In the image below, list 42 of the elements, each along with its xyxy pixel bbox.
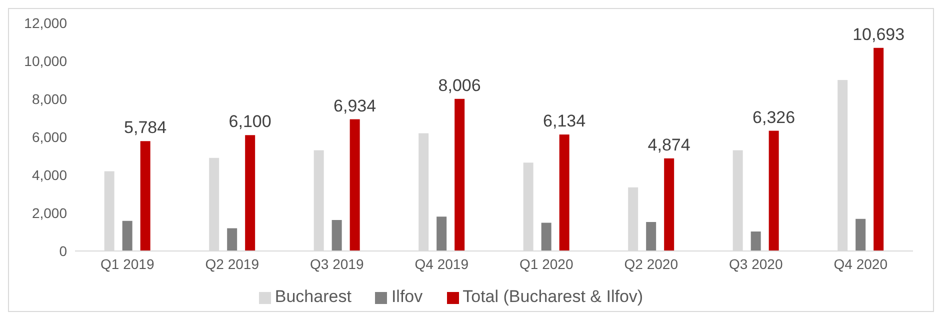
bar bbox=[541, 222, 552, 251]
bar bbox=[559, 134, 570, 251]
x-tick-label: Q2 2020 bbox=[624, 256, 678, 272]
bar bbox=[646, 222, 656, 251]
y-tick-label: 2,000 bbox=[32, 204, 68, 221]
x-tick-label: Q4 2019 bbox=[414, 256, 469, 272]
bar bbox=[874, 48, 884, 251]
y-tick-label: 6,000 bbox=[32, 128, 68, 145]
bar bbox=[750, 232, 761, 251]
x-tick-label: Q4 2020 bbox=[834, 256, 888, 272]
bar bbox=[856, 218, 866, 251]
data-label: 8,006 bbox=[438, 76, 481, 95]
bar bbox=[227, 228, 238, 251]
y-tick-label: 8,000 bbox=[32, 90, 68, 107]
bar bbox=[454, 98, 465, 251]
x-tick-label: Q3 2019 bbox=[310, 256, 364, 272]
bar bbox=[436, 216, 447, 251]
bar bbox=[140, 141, 150, 251]
legend-label: Total (Bucharest & Ilfov) bbox=[462, 287, 644, 306]
x-tick-label: Q1 2020 bbox=[520, 256, 574, 272]
bar bbox=[332, 220, 342, 251]
x-tick-label: Q1 2019 bbox=[100, 256, 154, 272]
y-tick-label: 4,000 bbox=[32, 166, 68, 183]
y-tick-label: 10,000 bbox=[24, 52, 68, 69]
data-label: 10,693 bbox=[852, 24, 905, 44]
bar bbox=[122, 220, 132, 251]
bar bbox=[664, 158, 674, 251]
y-tick-label: 0 bbox=[59, 242, 68, 259]
data-label: 6,934 bbox=[334, 96, 376, 116]
bar bbox=[768, 130, 779, 251]
data-label: 6,326 bbox=[752, 108, 796, 127]
data-label: 4,874 bbox=[648, 135, 690, 154]
x-tick-label: Q2 2019 bbox=[205, 256, 260, 272]
legend-label: Ilfov bbox=[391, 287, 423, 306]
x-tick-label: Q3 2020 bbox=[729, 256, 783, 272]
bar bbox=[245, 135, 256, 251]
y-tick-label: 12,000 bbox=[24, 14, 68, 31]
bar bbox=[350, 119, 360, 251]
data-label: 6,134 bbox=[543, 111, 586, 130]
data-label: 5,784 bbox=[124, 118, 167, 138]
data-label: 6,100 bbox=[228, 112, 272, 132]
legend-label: Bucharest bbox=[274, 287, 352, 306]
